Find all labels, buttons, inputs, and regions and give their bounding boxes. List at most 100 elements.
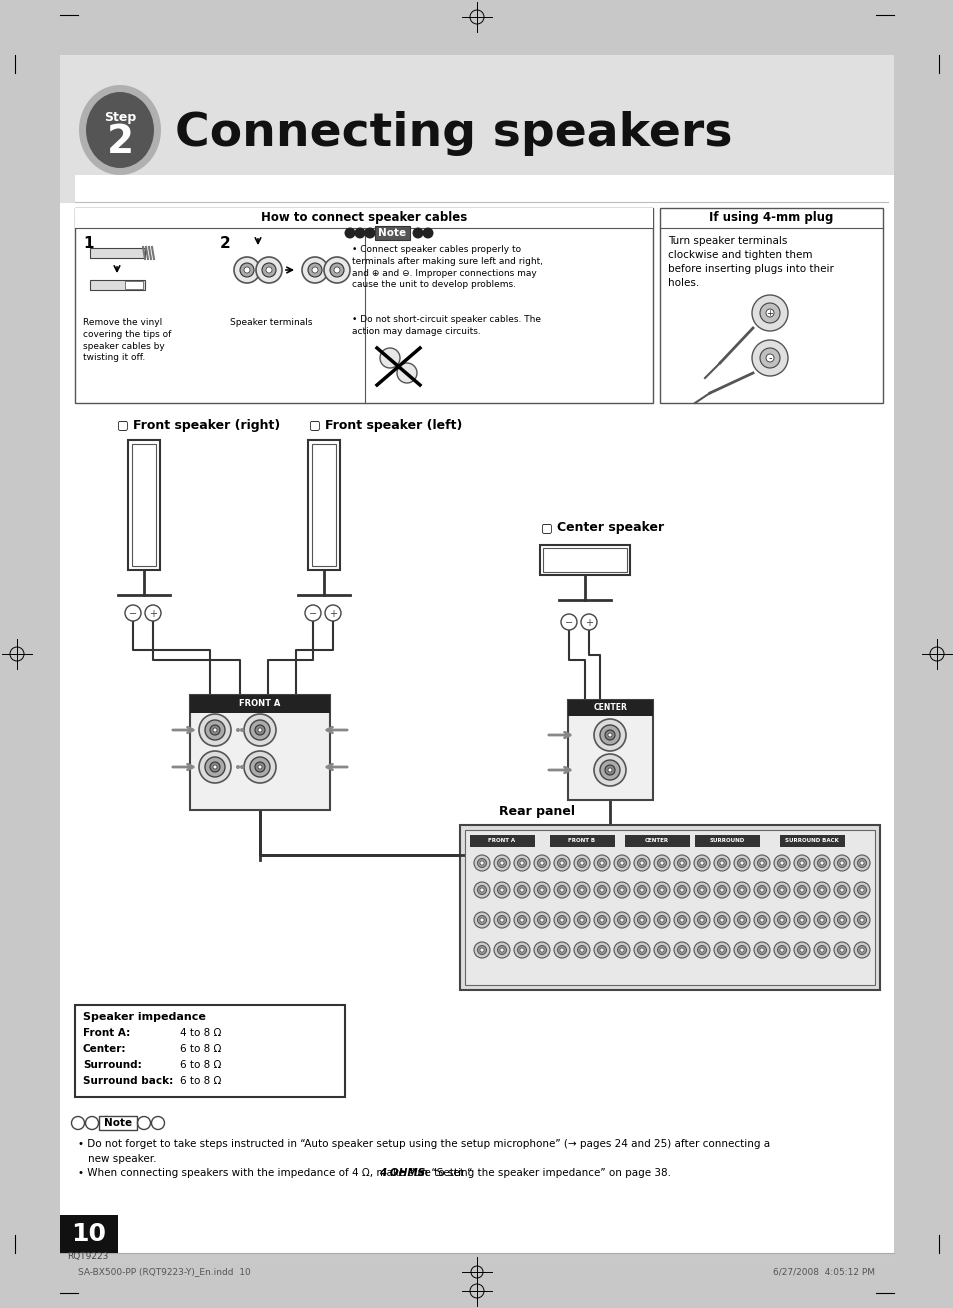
Circle shape xyxy=(780,861,783,865)
Circle shape xyxy=(840,918,843,922)
Text: Center:: Center: xyxy=(83,1044,127,1054)
FancyBboxPatch shape xyxy=(624,835,689,848)
Circle shape xyxy=(580,613,597,630)
Circle shape xyxy=(597,916,606,925)
Circle shape xyxy=(773,942,789,957)
Circle shape xyxy=(519,918,523,922)
Text: 6 to 8 Ω: 6 to 8 Ω xyxy=(180,1059,221,1070)
Circle shape xyxy=(737,858,745,867)
Text: ▢: ▢ xyxy=(540,522,553,535)
Circle shape xyxy=(308,263,322,277)
Circle shape xyxy=(717,916,726,925)
Circle shape xyxy=(773,882,789,899)
FancyBboxPatch shape xyxy=(190,695,330,810)
Circle shape xyxy=(334,267,339,273)
Circle shape xyxy=(853,942,869,957)
Circle shape xyxy=(733,855,749,871)
Text: -: - xyxy=(767,353,771,364)
Text: +: + xyxy=(584,617,593,628)
Circle shape xyxy=(760,918,763,922)
Circle shape xyxy=(737,916,745,925)
Circle shape xyxy=(539,888,543,892)
FancyBboxPatch shape xyxy=(0,0,953,55)
Circle shape xyxy=(654,855,669,871)
Text: Note: Note xyxy=(377,228,406,238)
Circle shape xyxy=(637,946,646,955)
Circle shape xyxy=(837,858,845,867)
FancyBboxPatch shape xyxy=(132,443,156,566)
Circle shape xyxy=(205,719,225,740)
Circle shape xyxy=(751,340,787,375)
Text: Front A:: Front A: xyxy=(83,1028,131,1039)
Text: FRONT A: FRONT A xyxy=(488,838,515,844)
Circle shape xyxy=(817,916,825,925)
Circle shape xyxy=(657,886,666,895)
Circle shape xyxy=(700,918,703,922)
Circle shape xyxy=(614,882,629,899)
Circle shape xyxy=(773,855,789,871)
Circle shape xyxy=(594,719,625,751)
FancyBboxPatch shape xyxy=(542,548,626,572)
Circle shape xyxy=(813,855,829,871)
Circle shape xyxy=(700,888,703,892)
Circle shape xyxy=(679,888,683,892)
Text: 2: 2 xyxy=(107,123,133,161)
Circle shape xyxy=(693,855,709,871)
Circle shape xyxy=(499,948,503,952)
Text: FRONT A: FRONT A xyxy=(239,700,280,709)
Text: 4 to 8 Ω: 4 to 8 Ω xyxy=(180,1028,221,1039)
Circle shape xyxy=(474,942,490,957)
Circle shape xyxy=(797,886,805,895)
Circle shape xyxy=(517,858,526,867)
Circle shape xyxy=(697,858,706,867)
Circle shape xyxy=(559,948,563,952)
Circle shape xyxy=(364,228,375,238)
FancyBboxPatch shape xyxy=(893,55,953,1253)
Circle shape xyxy=(837,946,845,955)
Circle shape xyxy=(497,946,506,955)
Circle shape xyxy=(837,916,845,925)
Circle shape xyxy=(800,948,803,952)
Circle shape xyxy=(145,606,161,621)
Circle shape xyxy=(199,714,231,746)
Circle shape xyxy=(760,348,780,368)
Circle shape xyxy=(760,948,763,952)
Circle shape xyxy=(534,882,550,899)
Text: SA-BX500-PP (RQT9223-Y)_En.indd  10: SA-BX500-PP (RQT9223-Y)_En.indd 10 xyxy=(78,1267,251,1277)
Text: How to connect speaker cables: How to connect speaker cables xyxy=(260,212,467,225)
Circle shape xyxy=(693,912,709,927)
Circle shape xyxy=(777,886,785,895)
Circle shape xyxy=(853,855,869,871)
Circle shape xyxy=(479,861,483,865)
Circle shape xyxy=(213,765,216,769)
FancyBboxPatch shape xyxy=(567,700,652,800)
Circle shape xyxy=(614,912,629,927)
Text: 4 OHMS: 4 OHMS xyxy=(378,1168,425,1179)
Circle shape xyxy=(817,946,825,955)
FancyBboxPatch shape xyxy=(780,835,844,848)
Circle shape xyxy=(240,729,244,732)
Circle shape xyxy=(753,942,769,957)
Circle shape xyxy=(250,719,270,740)
Text: Surround:: Surround: xyxy=(83,1059,142,1070)
Circle shape xyxy=(777,858,785,867)
Circle shape xyxy=(679,948,683,952)
Circle shape xyxy=(679,861,683,865)
Circle shape xyxy=(740,918,743,922)
Text: 6 to 8 Ω: 6 to 8 Ω xyxy=(180,1076,221,1086)
Circle shape xyxy=(499,888,503,892)
Circle shape xyxy=(554,912,569,927)
Text: RQT9223: RQT9223 xyxy=(67,1253,109,1261)
Circle shape xyxy=(599,918,603,922)
Circle shape xyxy=(534,942,550,957)
Circle shape xyxy=(514,882,530,899)
Circle shape xyxy=(713,912,729,927)
Text: 10: 10 xyxy=(71,1222,107,1247)
Circle shape xyxy=(537,916,546,925)
Circle shape xyxy=(837,886,845,895)
Circle shape xyxy=(597,886,606,895)
Circle shape xyxy=(599,888,603,892)
Circle shape xyxy=(859,888,863,892)
Circle shape xyxy=(539,861,543,865)
Text: −: − xyxy=(309,610,316,619)
